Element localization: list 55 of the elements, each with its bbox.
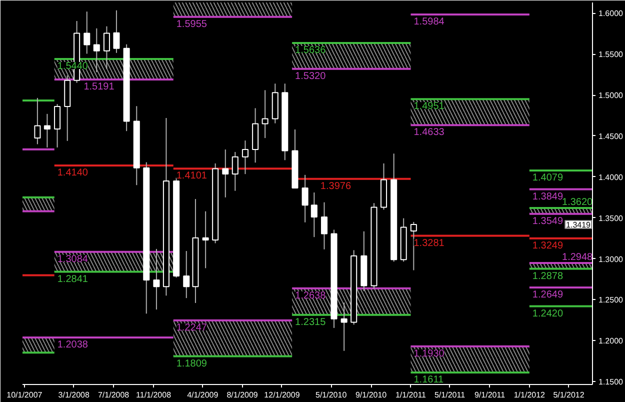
annotation: 1.5955	[176, 18, 208, 30]
annotation: 1.1809	[176, 358, 208, 370]
annotation: 1.2878	[532, 270, 564, 282]
x-tick-label: 9/1/2010	[356, 390, 388, 400]
annotation: 1.3249	[532, 240, 564, 252]
annotation: 1.3976	[320, 180, 352, 192]
y-tick-label: 1.6000	[598, 9, 624, 18]
x-tick-label: 5/1/2011	[434, 390, 466, 400]
y-tick-label: 1.2000	[598, 336, 624, 346]
annotation: 1.2420	[532, 308, 564, 320]
annotation: 1.1930	[414, 348, 445, 360]
x-tick-label: 11/1/2008	[136, 390, 172, 400]
annotation: 1.2038	[57, 340, 88, 351]
y-tick-label: 1.5000	[598, 91, 624, 100]
x-tick-label: 10/1/2007	[6, 390, 43, 400]
y-tick-label: 1.3500	[598, 214, 624, 223]
annotation: 1.5191	[84, 81, 115, 92]
annotation: 1.3419	[566, 220, 592, 230]
annotation: 1.3549	[532, 216, 564, 227]
annotation: 1.4101	[176, 170, 208, 182]
x-tick-label: 1/1/2011	[395, 390, 427, 400]
annotation: 1.2638	[295, 290, 326, 302]
x-tick-label: 7/1/2008	[98, 390, 130, 400]
annotation: 1.4140	[57, 167, 88, 178]
x-tick-label: 3/1/2008	[58, 390, 90, 400]
y-tick-label: 1.5500	[598, 50, 624, 60]
annotation: 1.3084	[57, 254, 88, 265]
annotation: 1.5320	[295, 70, 326, 82]
x-tick-label: 1/1/2012	[514, 390, 546, 400]
annotation: 1.4633	[414, 127, 445, 138]
annotation: 1.2315	[295, 316, 326, 328]
annotation: 1.4079	[532, 172, 564, 184]
x-tick-label: 12/1/2009	[264, 390, 300, 400]
y-tick-label: 1.2500	[598, 296, 624, 305]
annotation: 1.2247	[176, 322, 208, 334]
annotation: 1.2649	[532, 290, 564, 301]
annotation: 1.3281	[414, 238, 445, 249]
annotation: 1.2948	[562, 252, 594, 264]
annotation: 1.5440	[57, 61, 88, 72]
y-tick-label: 1.4000	[598, 172, 624, 182]
x-tick-label: 4/1/2009	[187, 390, 219, 400]
annotation: 1.5984	[414, 16, 445, 28]
y-tick-label: 1.1500	[598, 378, 624, 387]
annotation: 1.4951	[414, 101, 445, 112]
annotation: 1.1611	[414, 374, 444, 386]
x-tick-label: 5/1/2010	[316, 390, 348, 400]
x-tick-label: 9/1/2011	[474, 390, 506, 400]
annotation: 1.2841	[57, 274, 88, 285]
annotation: 1.5636	[295, 45, 326, 56]
annotation: 1.3849	[532, 191, 564, 202]
x-tick-label: 5/1/2012	[553, 390, 585, 400]
y-tick-label: 1.3000	[598, 254, 624, 264]
annotation: 1.3620	[562, 197, 594, 208]
x-tick-label: 8/1/2009	[226, 390, 258, 400]
y-tick-label: 1.4500	[598, 132, 624, 141]
